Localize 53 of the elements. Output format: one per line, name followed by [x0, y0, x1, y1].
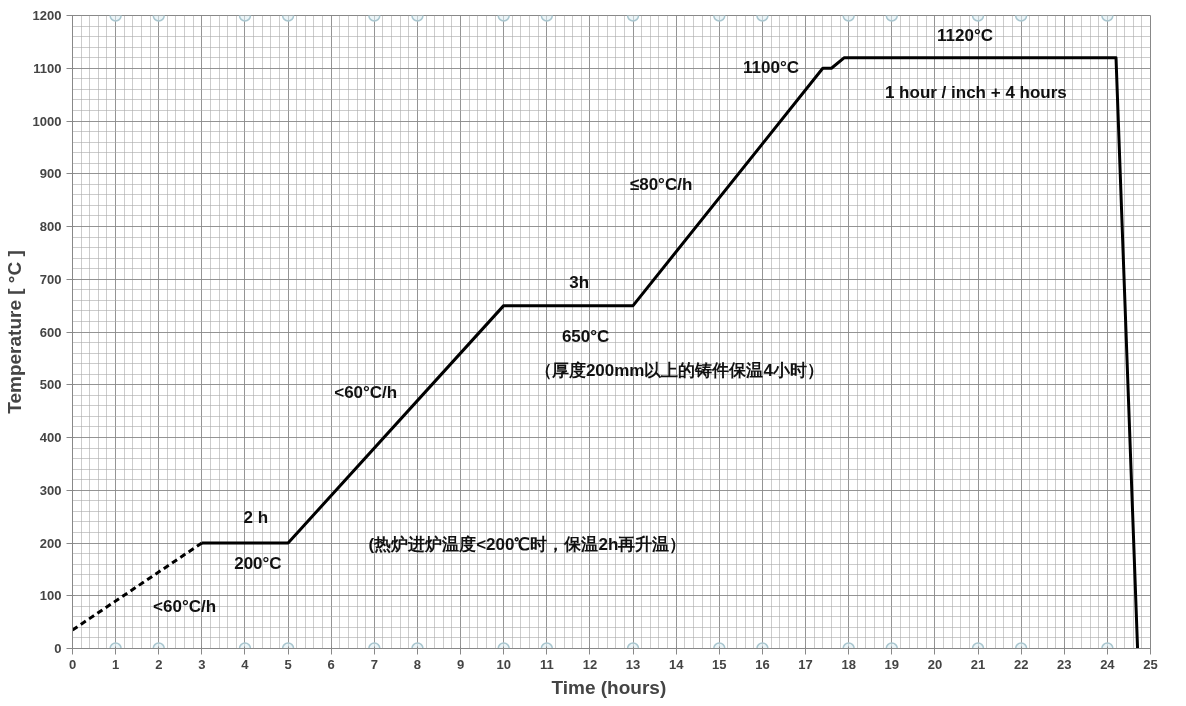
y-tick-label: 300 [39, 482, 62, 498]
annotation: 1120°C [937, 26, 994, 46]
x-tick-label: 8 [413, 656, 422, 672]
x-tick-label: 1 [112, 656, 120, 672]
x-tick-label: 11 [539, 656, 554, 672]
x-tick-label: 13 [625, 656, 641, 672]
y-tick-label: 0 [54, 641, 62, 656]
x-tick-label: 21 [970, 656, 986, 672]
y-tick-label: 200 [39, 535, 62, 551]
annotation: 1100°C [743, 57, 800, 77]
x-tick-label: 12 [582, 656, 598, 672]
y-tick-label: 100 [39, 588, 62, 604]
y-tick-label: 1200 [32, 8, 62, 23]
x-tick-label: 5 [284, 656, 292, 672]
x-tick-label: 24 [1100, 656, 1116, 672]
x-tick-label: 23 [1057, 656, 1072, 672]
y-tick-label: 700 [39, 271, 62, 287]
annotation: 2 h [243, 507, 269, 527]
x-tick-label: 10 [496, 656, 511, 672]
y-tick-label: 600 [39, 324, 62, 340]
annotation: 650°C [561, 326, 610, 346]
y-tick-label: 400 [39, 430, 62, 445]
annotation: <60°C/h [334, 382, 398, 402]
annotation: （厚度200mm以上的铸件保温4小时） [534, 361, 824, 381]
x-tick-label: 2 [155, 656, 163, 672]
x-tick-label: 18 [841, 656, 856, 672]
x-tick-label: 22 [1013, 656, 1029, 672]
y-axis-title: Temperature [ °C ] [3, 250, 25, 414]
x-axis-title: Time (hours) [551, 676, 667, 698]
x-tick-label: 19 [884, 656, 900, 672]
annotation: <60°C/h [153, 596, 217, 616]
x-tick-label: 6 [327, 656, 335, 672]
annotation: (热炉进炉温度<200℃时，保温2h再升温） [368, 535, 687, 555]
annotation: 200°C [234, 554, 282, 574]
y-tick-label: 800 [39, 219, 62, 234]
x-tick-label: 14 [668, 656, 685, 672]
x-tick-label: 20 [927, 656, 943, 672]
x-tick-label: 15 [712, 656, 727, 672]
annotation: ≤80°C/h [629, 175, 693, 195]
x-tick-label: 16 [755, 656, 770, 672]
annotation: 3h [569, 273, 590, 293]
y-tick-label: 900 [39, 166, 62, 182]
x-tick-label: 4 [241, 656, 250, 672]
annotation: 1 hour / inch + 4 hours [884, 82, 1067, 102]
y-tick-label: 500 [39, 377, 62, 393]
x-tick-label: 17 [798, 656, 813, 672]
x-tick-label: 3 [198, 656, 206, 672]
x-tick-label: 9 [456, 656, 465, 672]
y-tick-label: 1000 [32, 113, 62, 129]
x-tick-label: 7 [370, 656, 378, 672]
x-tick-label: 0 [68, 656, 77, 672]
x-tick-label: 25 [1143, 656, 1158, 672]
y-tick-label: 1100 [33, 60, 62, 76]
